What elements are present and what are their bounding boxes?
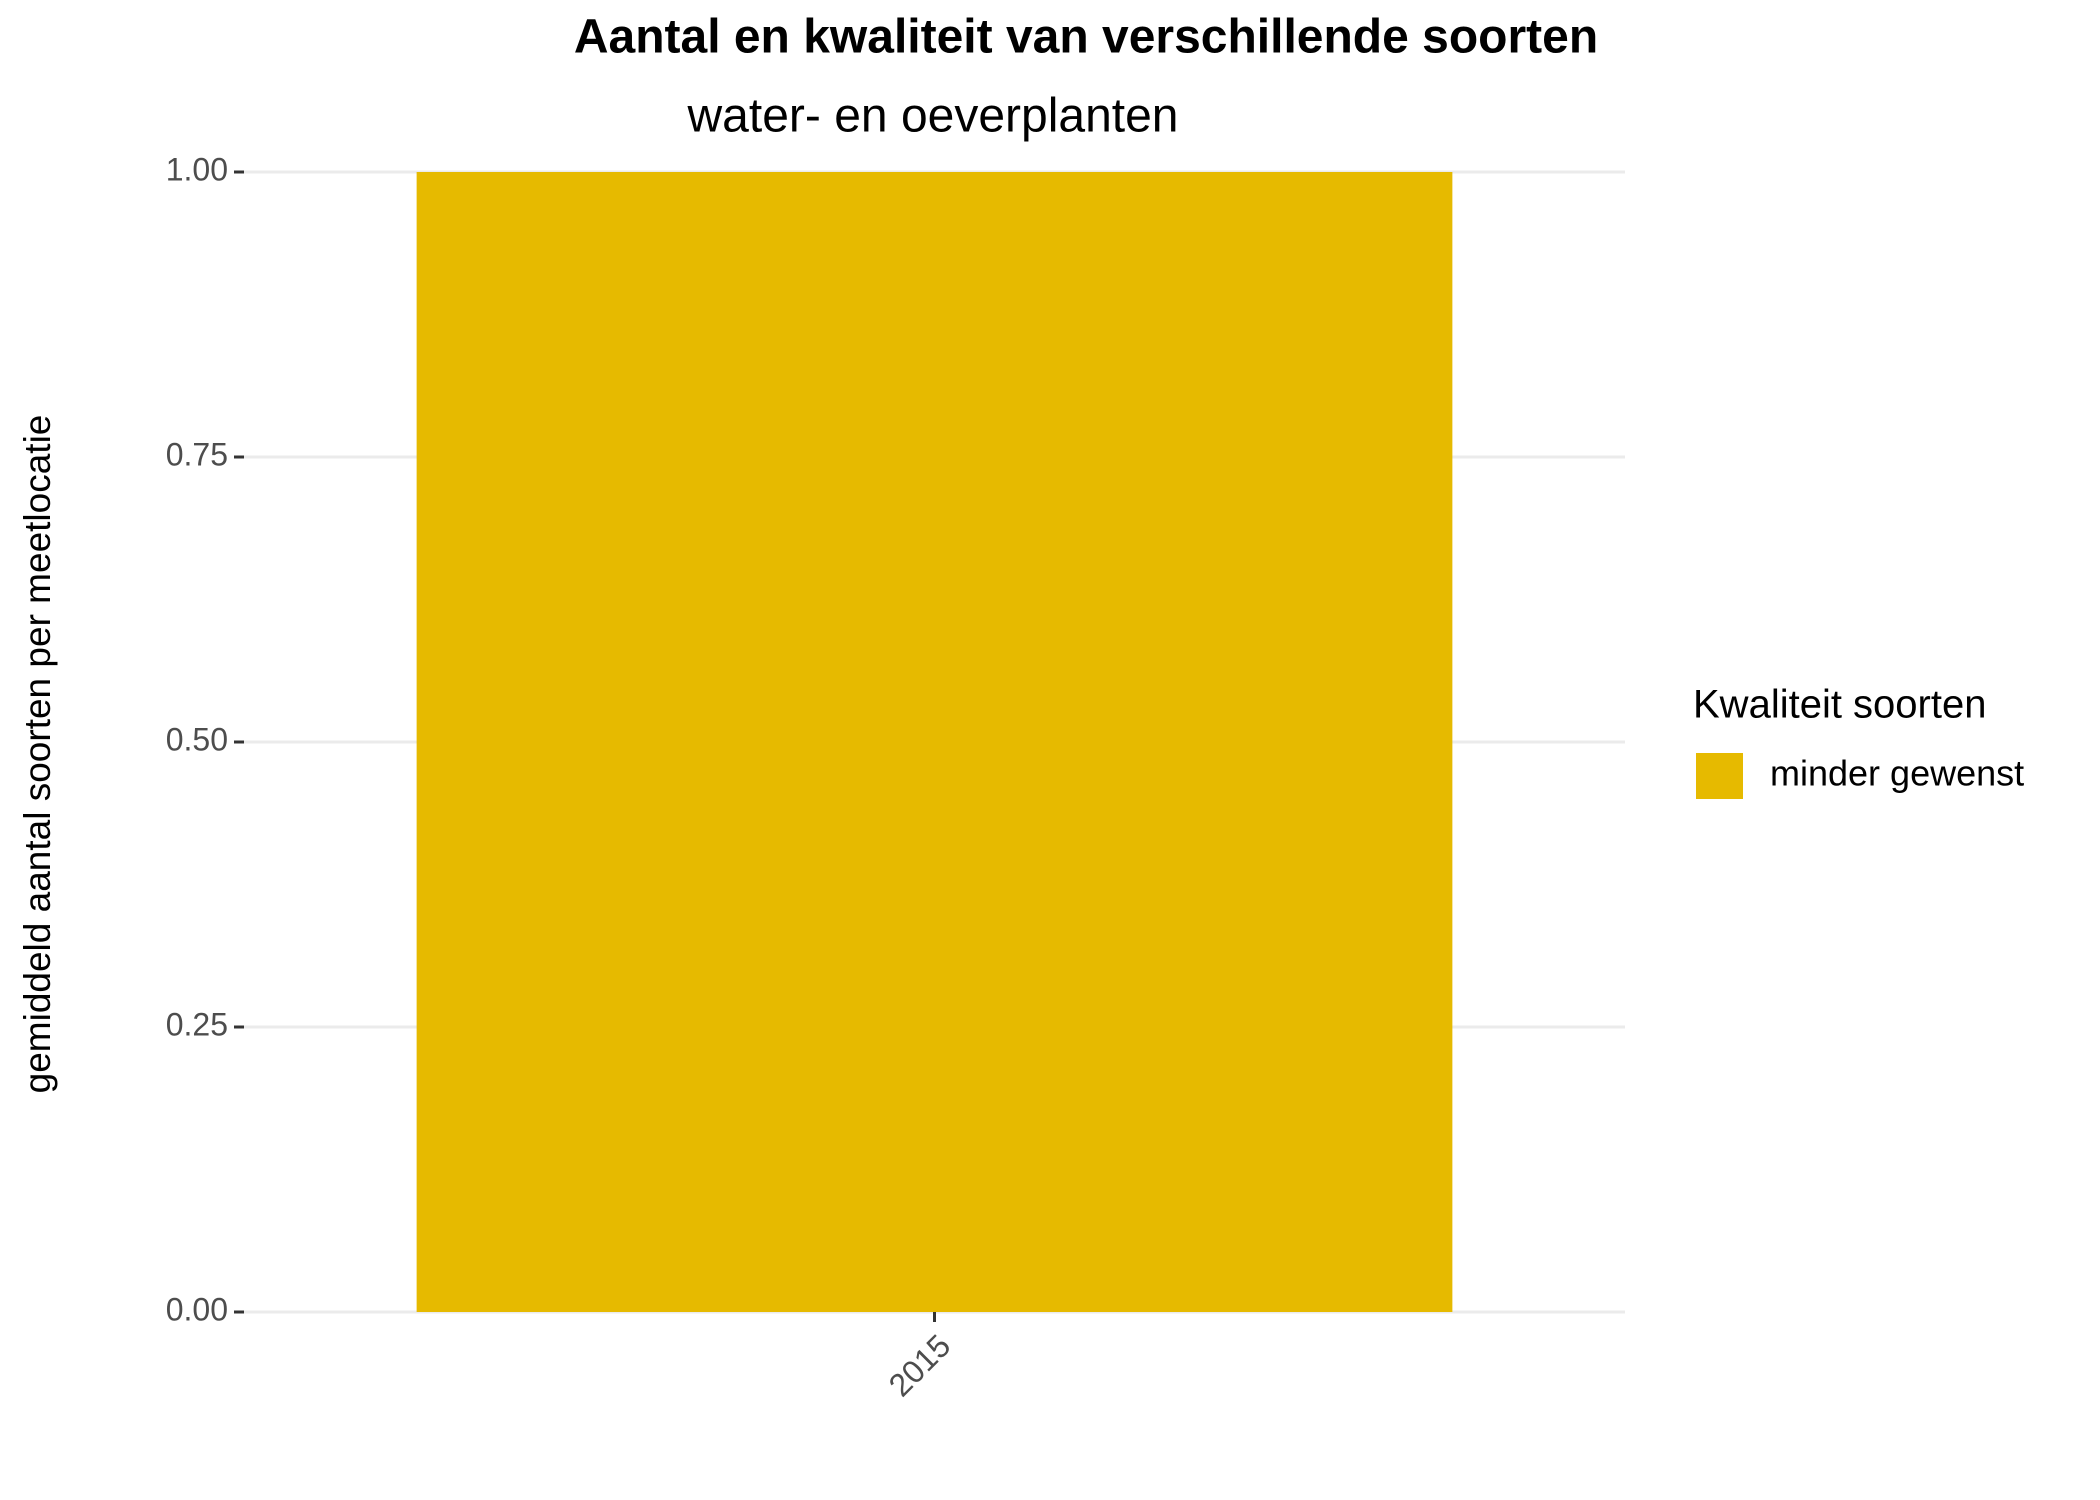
y-tick-label: 0.25 (166, 1006, 228, 1042)
y-tick-label: 0.75 (166, 436, 228, 472)
y-tick-label: 0.00 (166, 1291, 228, 1327)
y-tick-label: 1.00 (166, 151, 228, 187)
y-axis-title: gemiddeld aantal soorten per meetlocatie (17, 415, 58, 1094)
x-tick-label: 2015 (882, 1327, 958, 1403)
chart-title: Aantal en kwaliteit van verschillende so… (574, 11, 1598, 64)
legend-title: Kwaliteit soorten (1693, 683, 1986, 727)
legend-key (1696, 753, 1743, 799)
bar (416, 172, 1453, 1312)
legend-label: minder gewenst (1770, 753, 2024, 794)
y-tick-label: 0.50 (166, 721, 228, 757)
chart-subtitle: water- en oeverplanten (687, 90, 1179, 143)
